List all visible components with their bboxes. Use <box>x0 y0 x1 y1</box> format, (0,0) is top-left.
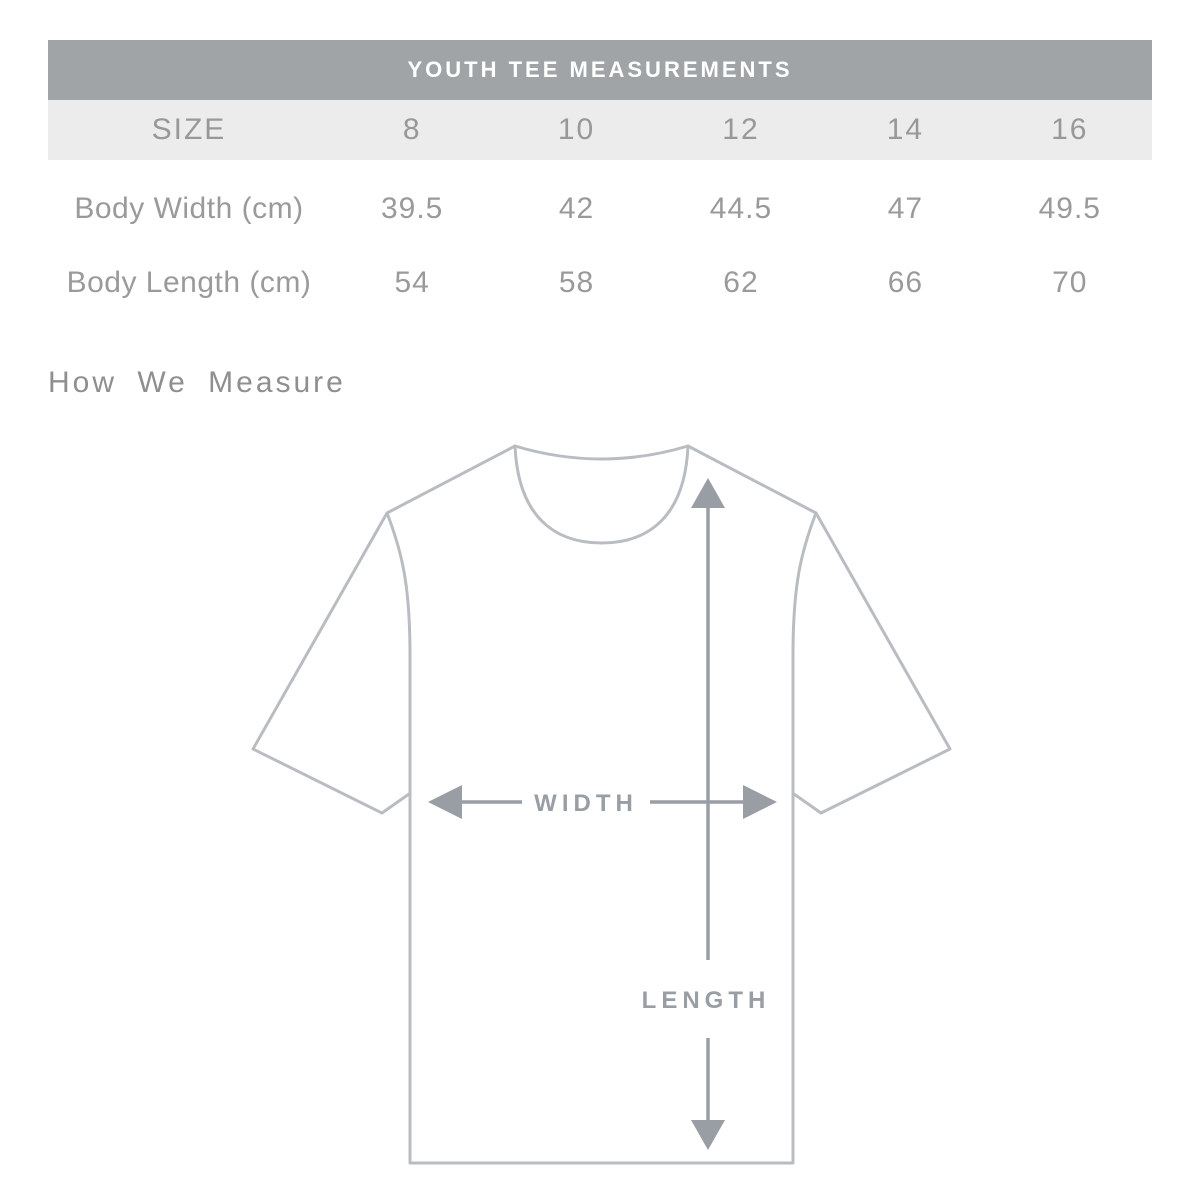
size-header-row: SIZE 8 10 12 14 16 <box>48 100 1152 160</box>
arrow-right-head <box>743 785 777 819</box>
measurement-value: 44.5 <box>709 192 773 225</box>
measurement-value: 49.5 <box>1038 192 1101 225</box>
size-header-label: SIZE <box>151 113 227 146</box>
measurement-value: 62 <box>723 266 759 299</box>
measurement-value: 42 <box>558 192 595 225</box>
measurement-value: 70 <box>1052 266 1088 299</box>
arrow-up-head <box>691 478 725 508</box>
measurement-value: 58 <box>558 266 595 299</box>
size-value: 8 <box>402 113 422 146</box>
measurement-value: 47 <box>887 192 924 225</box>
tshirt-outline <box>251 444 952 1165</box>
size-value: 10 <box>557 113 596 146</box>
tshirt-body <box>385 444 818 1165</box>
arrow-down-head <box>691 1120 725 1150</box>
width-label: WIDTH <box>534 790 638 817</box>
size-table: YOUTH TEE MEASUREMENTS SIZE 8 10 12 14 1… <box>48 40 1152 320</box>
tshirt-collar-front <box>513 444 690 545</box>
how-we-measure-heading: How We Measure <box>48 366 346 399</box>
tshirt-diagram: WIDTH LENGTH <box>251 444 952 1165</box>
tshirt-left-sleeve <box>251 511 411 815</box>
table-body: Body Width (cm) 39.5 42 44.5 47 49.5 Bod… <box>48 172 1152 320</box>
body-width-row: Body Width (cm) 39.5 42 44.5 47 49.5 <box>48 172 1152 246</box>
arrow-left-head <box>428 785 462 819</box>
width-arrow <box>428 785 777 819</box>
row-label: Body Length (cm) <box>66 266 312 299</box>
measurement-value: 66 <box>887 266 924 299</box>
size-value: 12 <box>722 113 760 146</box>
tshirt-right-sleeve <box>792 511 952 815</box>
size-value: 14 <box>886 113 925 146</box>
length-arrow <box>691 478 725 1150</box>
measurement-value: 39.5 <box>380 192 444 225</box>
measurement-value: 54 <box>394 266 430 299</box>
size-value: 16 <box>1051 113 1089 146</box>
length-label: LENGTH <box>642 987 771 1014</box>
row-label: Body Width (cm) <box>74 192 304 225</box>
body-length-row: Body Length (cm) 54 58 62 66 70 <box>48 246 1152 320</box>
table-title: YOUTH TEE MEASUREMENTS <box>48 40 1152 100</box>
tshirt-collar-back <box>513 444 690 461</box>
